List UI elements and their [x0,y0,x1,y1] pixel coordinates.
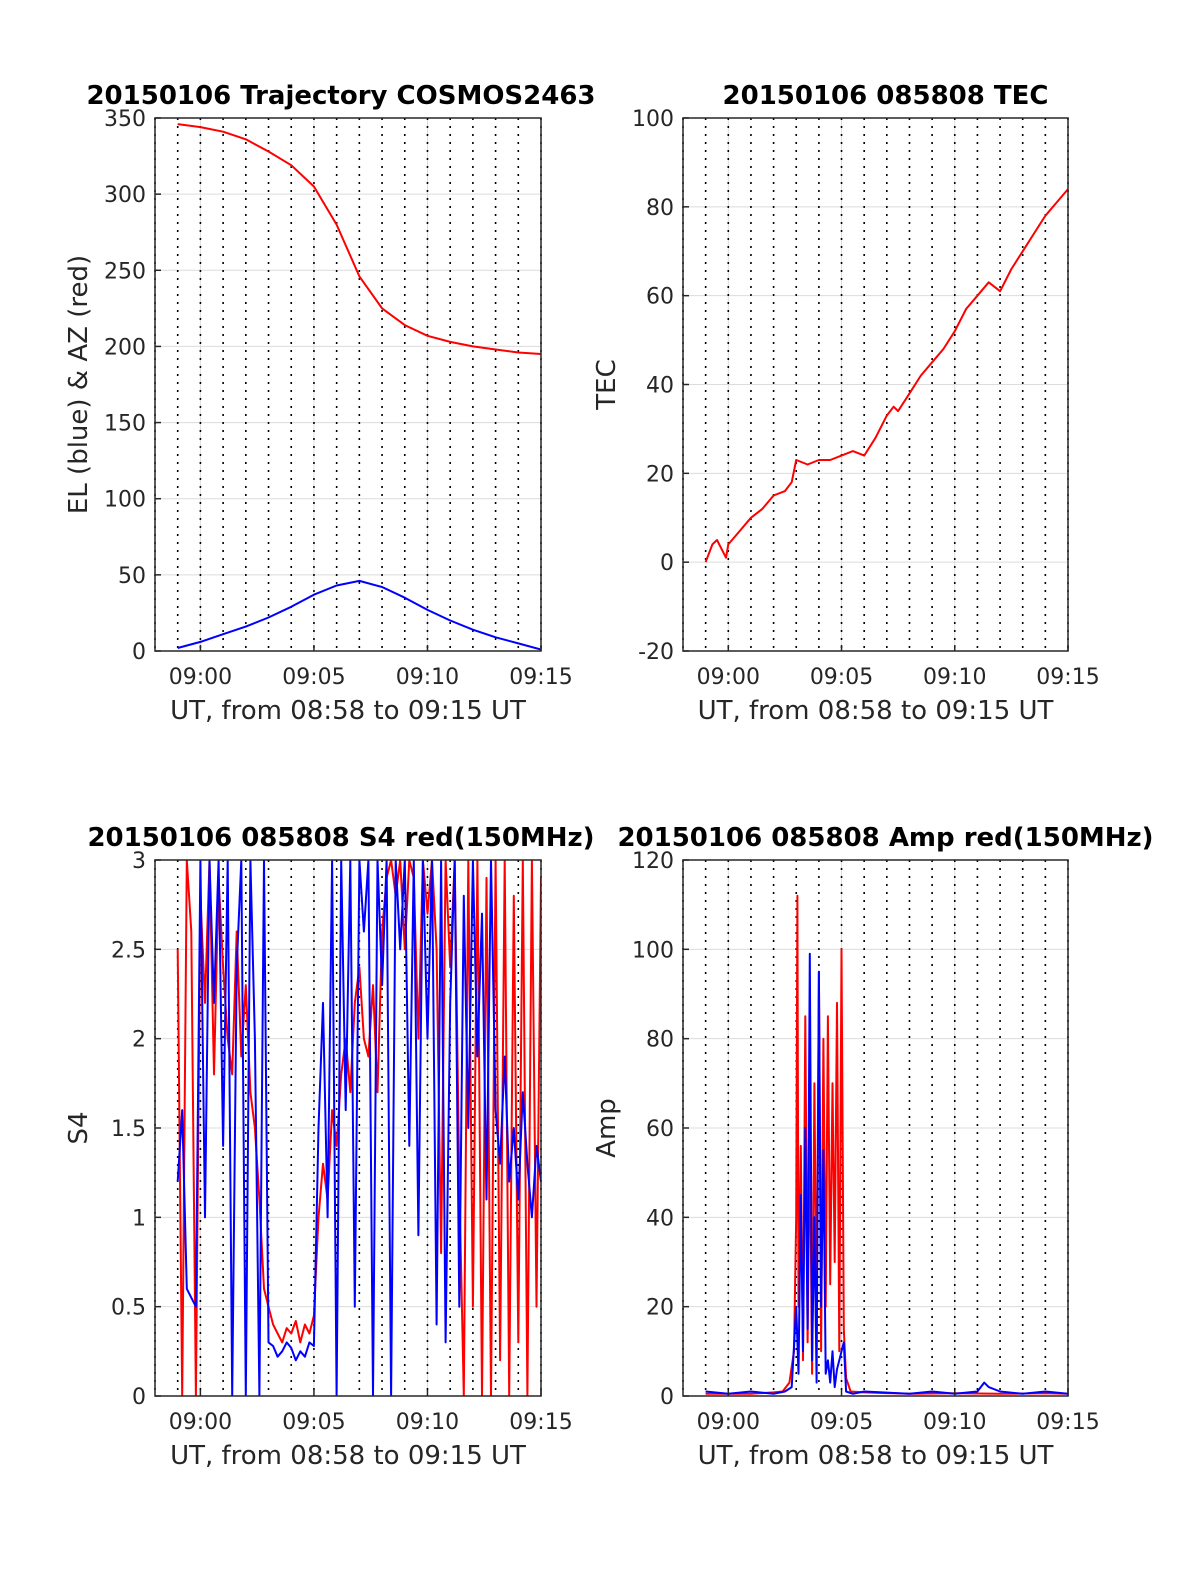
y-tick-label: 200 [104,335,146,360]
y-tick-label: 20 [646,1296,674,1321]
y-tick-label: 250 [104,259,146,284]
y-axis-label: Amp [592,1098,622,1158]
x-tick-label: 09:05 [282,1410,345,1435]
chart-title: 20150106 085808 S4 red(150MHz) [87,823,594,853]
chart-title: 20150106 085808 TEC [723,81,1049,111]
y-tick-label: 100 [632,107,674,132]
x-tick-label: 09:15 [1036,665,1099,690]
x-tick-label: 09:00 [697,665,760,690]
series-line-1 [176,860,541,1396]
x-tick-label: 09:15 [509,665,572,690]
x-tick-label: 09:00 [169,665,232,690]
y-tick-label: 0 [660,551,674,576]
y-tick-label: 20 [646,462,674,487]
chart-1: 0 50 100 150 200 250 300 350 09:00 09:05 09:10 09:1… [64,81,596,726]
x-tick-label: 09:00 [169,1410,232,1435]
chart-4: 0 20 40 60 80 100 120 09:00 09:05 09:10 09:15 UT, f… [592,823,1154,1471]
y-tick-label: 100 [632,938,674,963]
y-tick-label: 60 [646,1117,674,1142]
x-axis-label: UT, from 08:58 to 09:15 UT [170,1441,526,1471]
x-tick-label: 09:10 [923,665,986,690]
y-axis-label: S4 [64,1111,94,1144]
x-axis-label: UT, from 08:58 to 09:15 UT [698,696,1054,726]
x-tick-label: 09:00 [697,1410,760,1435]
series-line-1 [704,188,1068,563]
y-tick-label: 40 [646,1206,674,1231]
chart-3: 0 0.5 1 1.5 2 2.5 3 09:00 09:05 09:10 09:15 UT, fro… [64,823,595,1471]
x-axis-label: UT, from 08:58 to 09:15 UT [698,1441,1054,1471]
plot-area [155,118,541,651]
x-axis-label: UT, from 08:58 to 09:15 UT [170,696,526,726]
y-tick-label: 1 [132,1206,146,1231]
y-axis-label: TEC [592,359,622,410]
y-tick-label: 0 [660,1385,674,1410]
x-tick-label: 09:10 [396,665,459,690]
y-tick-label: 1.5 [111,1117,146,1142]
x-tick-label: 09:10 [923,1410,986,1435]
x-tick-label: 09:05 [810,665,873,690]
y-tick-label: 350 [104,107,146,132]
y-tick-label: 100 [104,488,146,513]
x-tick-label: 09:10 [396,1410,459,1435]
y-tick-label: -20 [638,640,674,665]
y-tick-label: 80 [646,1028,674,1053]
x-tick-label: 09:15 [509,1410,572,1435]
chart-title: 20150106 085808 Amp red(150MHz) [617,823,1153,853]
series-line-2 [177,579,541,651]
y-axis-label: EL (blue) & AZ (red) [64,255,94,514]
y-tick-label: 0 [132,640,146,665]
y-tick-label: 2 [132,1028,146,1053]
y-tick-label: 0 [132,1385,146,1410]
y-tick-label: 80 [646,196,674,221]
y-tick-label: 3 [132,849,146,874]
y-tick-label: 300 [104,183,146,208]
axes-box [154,117,542,652]
series-line-1 [177,123,541,355]
y-tick-label: 40 [646,374,674,399]
series-line-2 [176,860,541,1396]
y-tick-label: 2.5 [111,938,146,963]
y-tick-label: 150 [104,412,146,437]
y-tick-label: 0.5 [111,1296,146,1321]
chart-2: -20 0 20 40 60 80 100 09:00 09:05 09:10 09:15 UT, f… [592,81,1100,726]
x-tick-label: 09:05 [810,1410,873,1435]
y-tick-label: 50 [118,564,146,589]
x-tick-label: 09:05 [282,665,345,690]
y-tick-label: 120 [632,849,674,874]
chart-title: 20150106 Trajectory COSMOS2463 [86,81,595,111]
series-line-2 [705,952,1068,1395]
y-tick-label: 60 [646,285,674,310]
x-tick-label: 09:15 [1036,1410,1099,1435]
